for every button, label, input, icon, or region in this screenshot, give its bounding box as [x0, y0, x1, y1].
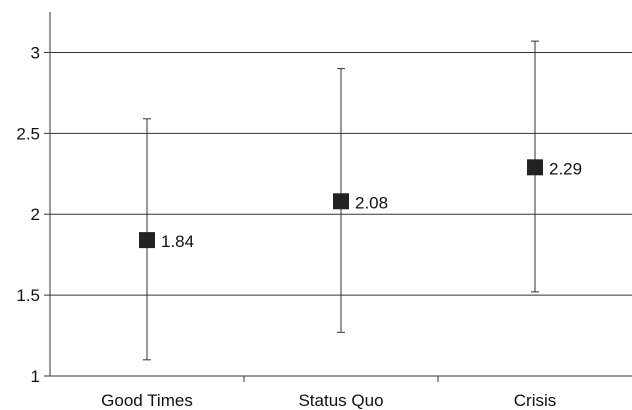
x-tick-labels: Good Times Status Quo Crisis: [101, 391, 556, 410]
y-tick-label: 1: [31, 367, 40, 386]
y-tick-label: 3: [31, 43, 40, 62]
data-point-marker: [527, 159, 543, 176]
y-tick-label: 2.5: [16, 124, 40, 143]
x-tick-label: Good Times: [101, 391, 193, 410]
data-point-marker: [139, 232, 155, 249]
series: 1.84 2.08 2.29: [139, 40, 582, 361]
data-label: 2.29: [549, 159, 582, 178]
x-tick-label: Crisis: [514, 391, 557, 410]
data-label: 1.84: [161, 232, 194, 251]
data-point-marker: [333, 193, 349, 210]
y-tick-label: 1.5: [16, 286, 40, 305]
x-tick-label: Status Quo: [298, 391, 383, 410]
data-label: 2.08: [355, 193, 388, 212]
y-tick-labels: 1 1.5 2 2.5 3: [16, 43, 40, 386]
axes: [44, 12, 632, 382]
y-tick-label: 2: [31, 205, 40, 224]
